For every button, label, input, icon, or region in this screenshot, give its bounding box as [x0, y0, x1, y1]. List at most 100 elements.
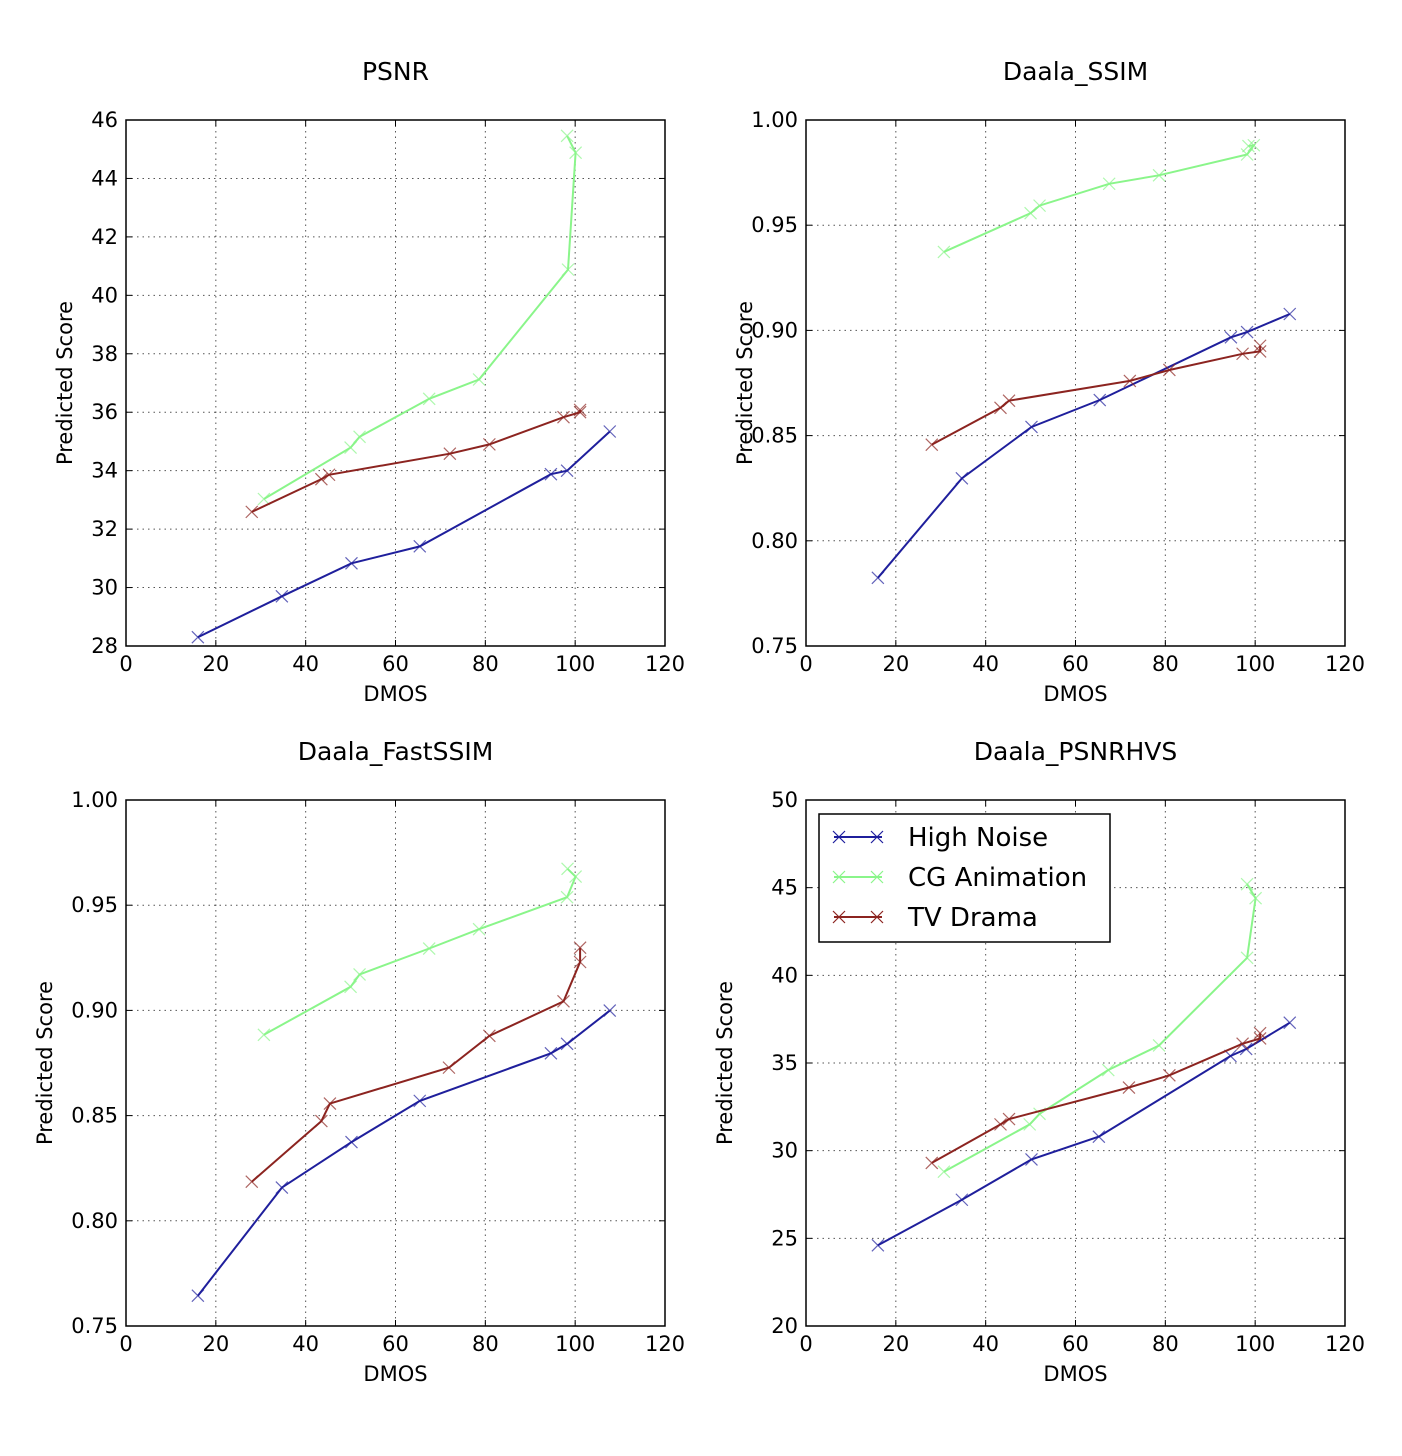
data-point [1122, 1081, 1136, 1094]
y-tick-label: 30 [91, 576, 118, 600]
data-point [1102, 177, 1116, 191]
y-tick-label: 40 [771, 963, 798, 987]
y-tick-label: 34 [91, 459, 118, 483]
x-tick-label: 100 [1235, 1332, 1275, 1356]
x-tick-label: 120 [1325, 652, 1365, 676]
data-point [871, 571, 885, 585]
data-point [573, 403, 587, 417]
y-tick-label: 32 [91, 517, 118, 541]
series-line-cg-animation [943, 143, 1257, 253]
x-tick-label: 40 [292, 1332, 319, 1356]
x-tick-label: 80 [472, 1332, 499, 1356]
x-axis-label: DMOS [363, 682, 427, 706]
data-point [955, 471, 969, 485]
x-tick-label: 0 [119, 652, 132, 676]
data-point [573, 955, 587, 969]
legend-marker [832, 830, 846, 844]
y-tick-label: 38 [91, 342, 118, 366]
data-point [544, 1046, 558, 1060]
series-line-high-noise [877, 313, 1291, 579]
subplot-daala-psnrhvs: 0 20 40 60 80 100 12020253035404550Daala_PSNRH… [713, 737, 1365, 1386]
data-point [560, 1037, 574, 1051]
data-point [191, 1289, 205, 1303]
data-point [569, 146, 583, 160]
data-point [1092, 1130, 1106, 1144]
data-point [245, 505, 259, 519]
legend-marker [832, 910, 846, 924]
data-point [1025, 1153, 1038, 1166]
y-tick-label: 0.80 [751, 529, 798, 553]
data-point [1249, 891, 1263, 905]
data-point [1253, 1026, 1267, 1040]
data-point [345, 1135, 358, 1149]
data-point [560, 890, 574, 904]
y-tick-label: 1.00 [71, 788, 118, 812]
y-axis-label: Predicted Score [33, 981, 57, 1145]
y-tick-label: 46 [91, 108, 118, 132]
x-tick-label: 80 [1152, 652, 1179, 676]
y-tick-label: 0.90 [71, 998, 118, 1022]
y-axis-label: Predicted Score [53, 301, 77, 465]
x-tick-label: 40 [972, 652, 999, 676]
data-point [422, 942, 436, 955]
data-point [560, 464, 574, 478]
series-line-high-noise [877, 1021, 1291, 1247]
data-point [871, 1238, 885, 1252]
data-point [1123, 374, 1137, 388]
chart-title: Daala_PSNRHVS [974, 737, 1177, 766]
data-point [1101, 1063, 1115, 1077]
data-point [1242, 139, 1255, 153]
y-tick-label: 1.00 [751, 108, 798, 132]
legend-marker [832, 870, 846, 884]
data-point [314, 472, 328, 486]
data-point [482, 437, 496, 451]
data-point [1025, 420, 1038, 434]
data-point [1033, 199, 1046, 213]
data-point [1240, 325, 1254, 339]
data-point [1093, 393, 1107, 407]
data-point [344, 980, 358, 994]
legend-entry: High Noise [908, 823, 1048, 853]
data-point [557, 994, 570, 1008]
data-point [1253, 345, 1267, 358]
chart-title: Daala_SSIM [1003, 57, 1148, 86]
x-axis-label: DMOS [1043, 682, 1107, 706]
data-point [353, 430, 366, 444]
x-tick-label: 100 [1235, 652, 1275, 676]
y-tick-label: 0.85 [751, 424, 798, 448]
data-point [1240, 877, 1254, 891]
plot-frame [805, 799, 1346, 1327]
plot-frame [125, 799, 666, 1327]
data-point [1162, 363, 1176, 377]
x-tick-label: 60 [1062, 652, 1089, 676]
data-point [1247, 138, 1261, 152]
x-tick-label: 80 [1152, 1332, 1179, 1356]
y-tick-label: 0.75 [71, 1314, 118, 1338]
data-point [603, 425, 617, 438]
data-point [561, 862, 574, 876]
x-tick-label: 80 [472, 652, 499, 676]
data-point [472, 922, 486, 936]
series-line-tv-drama [251, 947, 582, 1183]
x-tick-label: 20 [882, 1332, 909, 1356]
data-point [1253, 1032, 1267, 1045]
series-line-cg-animation [263, 135, 577, 500]
series-line-high-noise [197, 1009, 611, 1297]
data-point [573, 941, 587, 955]
x-tick-label: 20 [202, 652, 229, 676]
x-tick-label: 60 [382, 1332, 409, 1356]
x-tick-label: 100 [555, 652, 595, 676]
data-point [413, 539, 427, 553]
series-line-tv-drama [931, 345, 1262, 446]
data-point [1240, 951, 1254, 965]
data-point [1162, 1068, 1176, 1082]
y-tick-label: 0.75 [751, 634, 798, 658]
x-tick-label: 0 [799, 1332, 812, 1356]
legend: High Noise CG Animation TV Drama [818, 813, 1111, 943]
y-axis-label: Predicted Score [733, 301, 757, 465]
series-line-tv-drama [931, 1033, 1262, 1164]
subplot-daala-fastssim: 0 20 40 60 80 100 120 0.75 0.80 0.85 0.90 0.95 1.00 D… [33, 737, 685, 1386]
data-point [1002, 1112, 1016, 1126]
plot-frame [805, 119, 1346, 647]
x-tick-label: 40 [972, 1332, 999, 1356]
